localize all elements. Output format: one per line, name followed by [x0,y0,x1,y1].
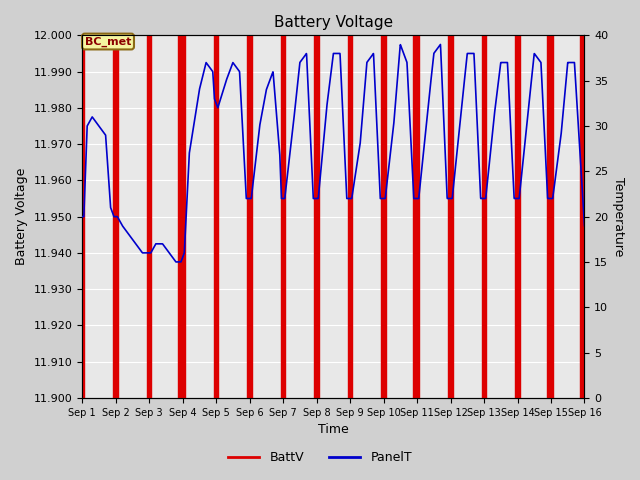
Bar [214,36,218,398]
Bar [413,36,419,398]
Y-axis label: Battery Voltage: Battery Voltage [15,168,28,265]
Bar [247,36,252,398]
Bar [348,36,353,398]
Bar [281,36,285,398]
Bar [515,36,520,398]
Bar [580,36,584,398]
Bar [113,36,118,398]
Bar [147,36,152,398]
Title: Battery Voltage: Battery Voltage [274,15,393,30]
Bar [179,36,185,398]
Bar [82,36,84,398]
Bar [314,36,319,398]
Legend: BattV, PanelT: BattV, PanelT [223,446,417,469]
Bar [381,36,386,398]
Bar [448,36,453,398]
X-axis label: Time: Time [318,423,349,436]
Bar [482,36,486,398]
Y-axis label: Temperature: Temperature [612,177,625,256]
Text: BC_met: BC_met [85,36,131,47]
Bar [547,36,554,398]
